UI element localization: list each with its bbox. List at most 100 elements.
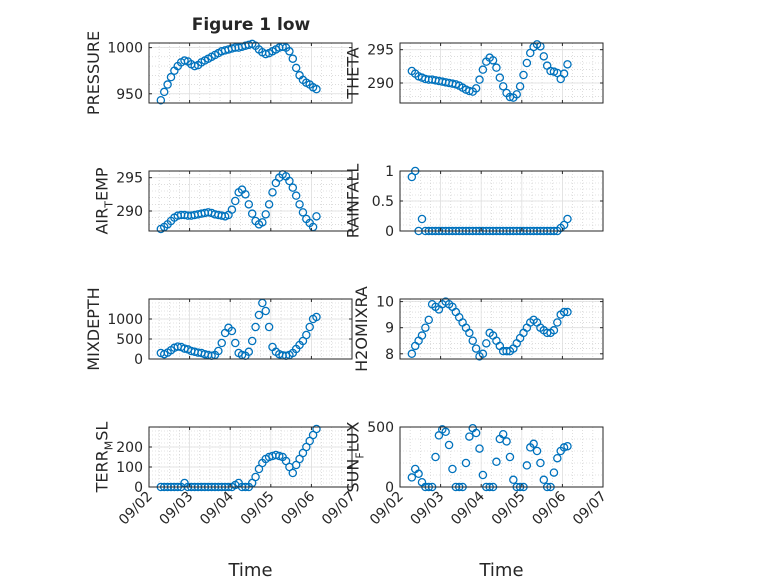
data-point <box>312 312 321 322</box>
data-point <box>291 191 301 200</box>
data-point <box>251 472 260 482</box>
y-axis-label-part: MIXDEPTH <box>84 287 103 370</box>
data-point <box>254 310 264 320</box>
data-point <box>288 54 298 63</box>
data-point <box>295 200 304 209</box>
subplot-4: 0 0.5 1 RAINFALL <box>344 164 604 240</box>
y-axis-label: MIXDEPTH <box>84 287 103 370</box>
data-point <box>465 432 474 441</box>
data-point <box>231 196 240 206</box>
data-point <box>251 322 260 332</box>
y-axis-label: RAINFALL <box>344 164 363 239</box>
data-point <box>244 200 254 209</box>
data-point <box>231 338 240 348</box>
data-point <box>407 349 417 359</box>
data-point <box>553 453 562 463</box>
data-point <box>159 87 169 97</box>
data-point <box>244 347 254 357</box>
data-point <box>285 176 294 186</box>
y-axis-label: THETA <box>344 47 363 99</box>
data-point <box>258 218 267 227</box>
data-point <box>522 58 532 68</box>
y-tick-label: 0 <box>134 352 143 368</box>
axes-box <box>148 170 353 232</box>
y-axis-label-part: AIR <box>93 208 112 235</box>
y-tick-label: 0 <box>134 480 143 496</box>
y-axis-label-part: SUN <box>344 459 363 493</box>
axes-box <box>148 298 353 360</box>
x-tick-label: 09/05 <box>489 489 529 529</box>
axes-box <box>148 426 353 488</box>
data-point <box>312 212 321 221</box>
x-tick-label: 09/06 <box>278 488 318 528</box>
data-point <box>475 75 484 84</box>
data-point <box>492 457 501 467</box>
data-point <box>563 214 572 224</box>
axes-box <box>148 42 353 104</box>
y-axis-label-part: THETA <box>344 47 363 99</box>
y-tick-label: 500 <box>116 332 143 348</box>
figure-title: Figure 1 low <box>192 15 311 35</box>
data-point <box>298 208 308 217</box>
data-point <box>475 444 484 453</box>
y-axis-label-part: PRESSURE <box>84 31 103 115</box>
data-point <box>261 306 270 316</box>
data-point <box>190 61 199 71</box>
data-point <box>488 56 498 65</box>
x-tick-label: 09/06 <box>529 488 569 528</box>
data-point <box>529 439 538 449</box>
y-axis-label: SUNFLUX <box>344 421 367 492</box>
data-point <box>417 214 427 224</box>
y-axis-label-part: H2OMIXRA <box>352 286 371 372</box>
data-point <box>247 336 257 346</box>
data-point <box>444 440 454 450</box>
data-point <box>441 427 450 437</box>
axes-box <box>399 426 604 488</box>
data-point <box>448 464 457 474</box>
data-point <box>264 322 274 332</box>
data-point <box>227 326 237 336</box>
y-tick-label: 100 <box>116 460 143 476</box>
data-point <box>247 209 257 218</box>
data-point <box>291 63 301 73</box>
data-point <box>312 424 321 434</box>
data-point <box>482 339 491 348</box>
data-point <box>156 95 166 105</box>
data-point <box>217 338 226 348</box>
data-point <box>539 475 549 485</box>
y-axis-label-part: SL <box>93 422 112 441</box>
data-point <box>532 446 542 456</box>
y-tick-label: 0 <box>385 224 394 240</box>
data-point <box>471 84 481 93</box>
y-axis-label: TERRMSL <box>93 422 116 494</box>
data-point <box>509 475 518 485</box>
data-point <box>312 84 321 94</box>
data-point <box>163 80 172 89</box>
data-point <box>549 326 559 335</box>
y-axis-label-subscript: F <box>354 452 367 458</box>
y-tick-label: 290 <box>367 76 394 92</box>
y-tick-label: 200 <box>116 440 143 456</box>
data-point <box>478 349 488 359</box>
subplot-6: 8 9 10 H2OMIXRA <box>352 286 604 372</box>
data-point <box>275 451 284 461</box>
data-point <box>559 69 569 78</box>
data-point <box>241 190 250 199</box>
y-axis-label-part: RAINFALL <box>344 164 363 239</box>
y-axis-label-subscript: M <box>103 441 116 451</box>
data-point <box>502 437 511 446</box>
x-tick-label: 09/04 <box>448 488 488 528</box>
y-tick-label: 9 <box>385 321 394 337</box>
data-point <box>465 328 474 338</box>
x-tick-label: 09/03 <box>408 489 448 529</box>
data-point <box>305 322 314 332</box>
data-point <box>261 210 270 219</box>
data-point <box>407 473 417 482</box>
x-axis-label: Time <box>478 560 523 581</box>
y-tick-label: 0.5 <box>372 194 394 210</box>
data-point <box>214 346 223 356</box>
